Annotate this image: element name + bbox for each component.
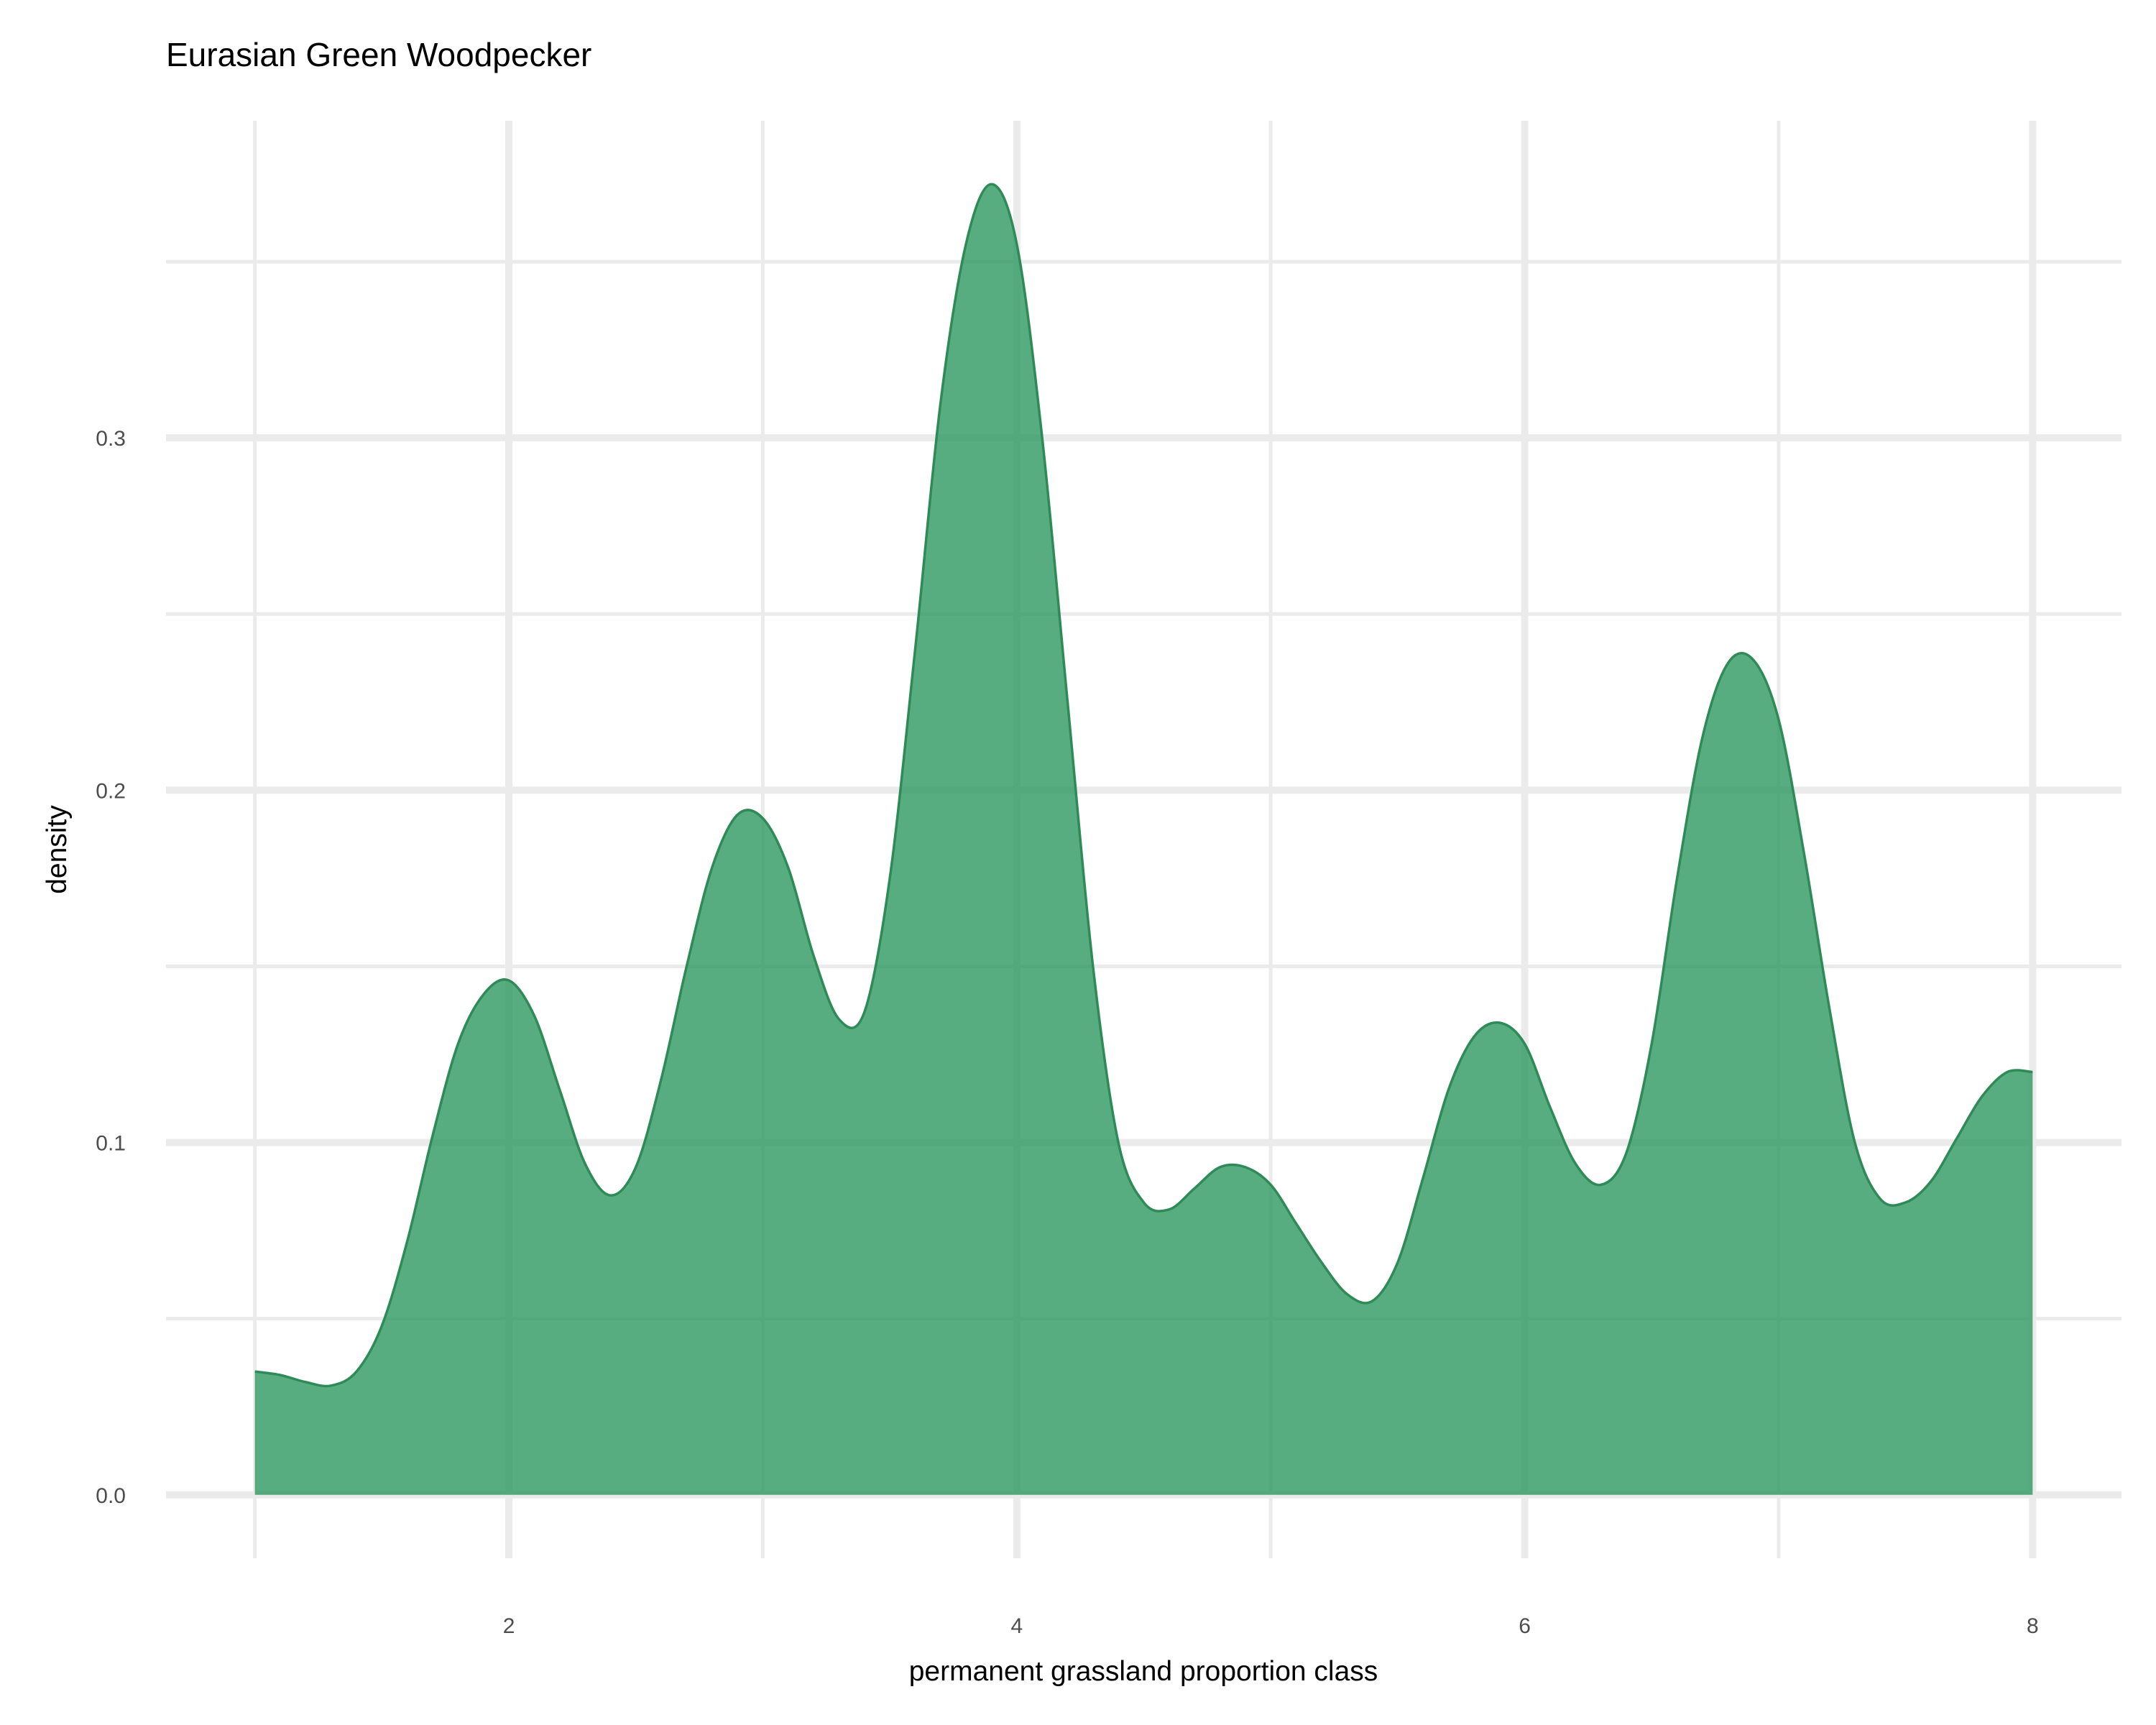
x-tick-label: 8 [2027, 1614, 2039, 1638]
plot-area [254, 183, 2033, 1495]
chart-title: Eurasian Green Woodpecker [166, 36, 591, 73]
tick-labels: 0.0 0.1 0.2 0.3 2 4 6 8 [96, 427, 2038, 1638]
y-tick-label: 0.3 [96, 427, 126, 451]
x-tick-label: 2 [503, 1614, 515, 1638]
density-area [254, 184, 2033, 1495]
y-tick-label: 0.1 [96, 1132, 126, 1156]
x-tick-label: 4 [1010, 1614, 1023, 1638]
density-line [254, 183, 2033, 1388]
y-tick-label: 0.0 [96, 1484, 126, 1508]
y-axis-title: density [42, 805, 73, 894]
x-axis-title: permanent grassland proportion class [909, 1656, 1378, 1687]
x-tick-label: 6 [1519, 1614, 1531, 1638]
y-tick-label: 0.2 [96, 779, 126, 803]
